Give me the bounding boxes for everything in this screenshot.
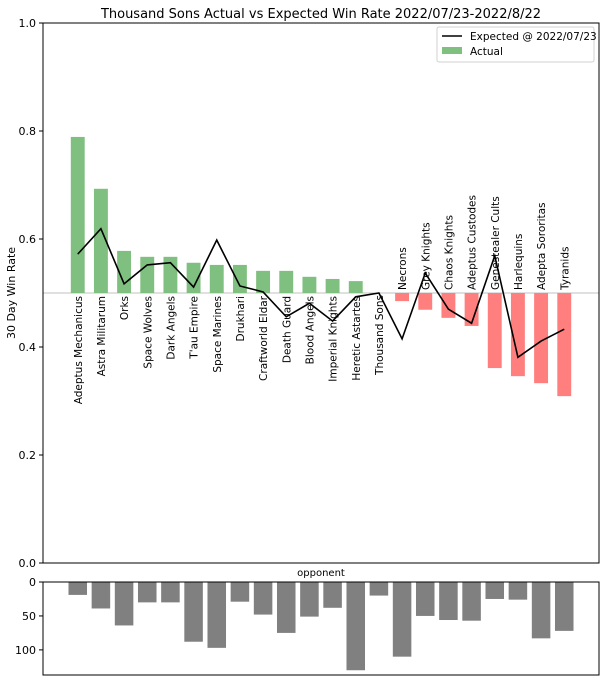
count-bar-7 — [230, 582, 250, 602]
top-plot: Adeptus Mechanicus Astra Militarum Orks Spa… — [19, 17, 600, 570]
count-bar-14 — [392, 582, 412, 657]
actual-bar-16 — [441, 293, 456, 318]
count-bar-4 — [161, 582, 180, 603]
count-bar-8 — [253, 582, 273, 615]
category-label: Chaos Knights — [443, 215, 455, 290]
category-label: Space Marines — [212, 296, 224, 373]
count-bar-13 — [369, 582, 389, 596]
y-tick-label: 0.0 — [19, 557, 37, 570]
category-label: Grey Knights — [420, 222, 432, 290]
actual-bar-12 — [348, 281, 363, 293]
actual-bar-17 — [464, 293, 479, 326]
bottom-axes-frame — [42, 581, 600, 676]
actual-bar-7 — [232, 264, 247, 293]
category-label: Space Wolves — [142, 296, 154, 369]
actual-bar-14 — [395, 293, 410, 302]
count-bar-12 — [346, 582, 366, 671]
count-bar-15 — [415, 582, 435, 616]
count-bar-9 — [276, 582, 296, 633]
actual-bar-9 — [279, 270, 294, 293]
bottom-plot: 0 50 100 — [15, 576, 600, 676]
category-label: Thousand Sons — [374, 295, 386, 376]
category-label: Drukhari — [235, 296, 247, 341]
count-bar-3 — [137, 582, 157, 603]
chart-title: Thousand Sons Actual vs Expected Win Rat… — [100, 7, 541, 22]
category-label: Tyranids — [559, 247, 571, 291]
category-label: Death Guard — [281, 296, 293, 363]
category-label: Blood Angels — [304, 296, 316, 364]
count-bar-1 — [91, 582, 111, 609]
expected-line — [77, 227, 565, 359]
category-label: Adeptus Mechanicus — [73, 296, 85, 404]
actual-bar-1 — [93, 188, 108, 293]
x-axis-label: opponent — [297, 568, 345, 579]
actual-bar-15 — [418, 293, 433, 310]
top-axes-frame — [42, 22, 600, 564]
count-bar-11 — [323, 582, 342, 608]
y-tick-label: 0 — [29, 576, 36, 589]
category-label: Adepta Sororitas — [536, 202, 548, 290]
count-bar-16 — [439, 582, 458, 621]
y-tick-label: 1.0 — [19, 17, 37, 30]
actual-bar-5 — [186, 262, 201, 293]
category-label: Craftworld Eldar — [258, 295, 270, 381]
actual-bar-20 — [534, 293, 549, 384]
count-bar-6 — [207, 582, 227, 648]
category-label: T'au Empire — [189, 296, 201, 360]
category-label: Genestealer Cults — [490, 196, 502, 290]
y-tick-label: 0.4 — [19, 341, 37, 354]
category-label: Harlequins — [513, 234, 525, 290]
count-bar-5 — [184, 582, 203, 642]
count-bar-17 — [462, 582, 481, 621]
legend: Expected @ 2022/07/23 Actual — [436, 26, 597, 63]
actual-bar-10 — [302, 276, 317, 293]
legend-label: Expected @ 2022/07/23 — [470, 31, 597, 43]
legend-box — [436, 26, 595, 63]
count-bar-18 — [485, 582, 505, 599]
y-tick-label: 0.8 — [19, 125, 37, 138]
y-tick-label: 0.6 — [19, 233, 37, 246]
actual-bar-8 — [256, 270, 271, 293]
y-tick-label: 0.2 — [19, 449, 37, 462]
category-label: Heretic Astartes — [351, 296, 363, 381]
actual-bar-18 — [487, 293, 502, 369]
actual-bar-3 — [140, 256, 155, 293]
category-label: Dark Angels — [165, 296, 177, 360]
y-axis-label: 30 Day Win Rate — [5, 247, 18, 339]
category-label: Necrons — [397, 247, 409, 290]
actual-bar-2 — [117, 250, 132, 293]
category-label: Imperial Knights — [328, 296, 340, 382]
category-label: Astra Militarum — [96, 296, 108, 376]
actual-bar-11 — [325, 278, 340, 293]
count-bar-19 — [508, 582, 528, 600]
count-bar-10 — [300, 582, 319, 617]
legend-bar-swatch — [442, 47, 462, 54]
legend-label: Actual — [470, 46, 503, 58]
actual-bar-21 — [557, 293, 572, 397]
count-bar-2 — [114, 582, 134, 626]
actual-bar-0 — [70, 136, 85, 293]
actual-bar-6 — [209, 264, 224, 293]
y-tick-label: 100 — [15, 644, 36, 657]
count-bar-20 — [531, 582, 551, 639]
y-tick-label: 50 — [22, 610, 36, 623]
count-bar-21 — [554, 582, 574, 631]
category-label: Adeptus Custodes — [467, 195, 479, 290]
category-label: Orks — [119, 296, 131, 320]
count-bar-0 — [68, 582, 88, 595]
